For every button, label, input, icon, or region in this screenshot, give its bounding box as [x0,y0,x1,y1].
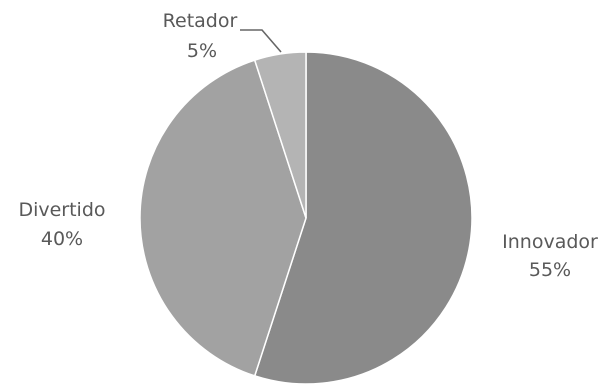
data-label-innovador-name: Innovador [502,231,598,253]
data-label-divertido-name: Divertido [18,199,105,221]
pie-slice-innovador [253,51,473,385]
data-label-retador-percent: 5% [187,40,217,62]
data-label-retador-name: Retador [163,10,238,32]
retador-leader-line [240,29,282,53]
pie-slice-divertido [139,59,307,377]
pie-slice-retador [253,51,307,219]
data-label-innovador-percent: 55% [529,259,571,281]
data-label-divertido-percent: 40% [41,228,83,250]
pie-slices [139,51,473,385]
